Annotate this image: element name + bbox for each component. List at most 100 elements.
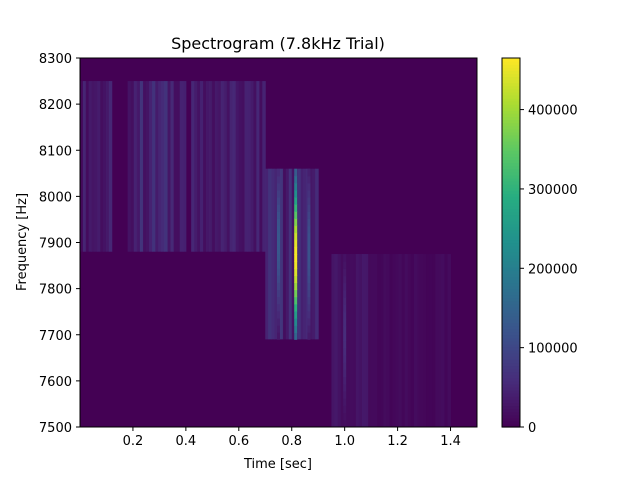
x-tick-label: 0.2 xyxy=(123,434,144,449)
colorbar-gradient-step xyxy=(502,85,520,90)
colorbar-gradient-step xyxy=(502,322,520,327)
heatmap-cell xyxy=(108,81,113,252)
colorbar-gradient-step xyxy=(502,137,520,142)
x-tick-label: 0.6 xyxy=(228,434,249,449)
peak-column-cell xyxy=(294,211,298,219)
peak-column-cell xyxy=(277,175,280,184)
colorbar-gradient-step xyxy=(502,267,520,271)
peak-column-cell xyxy=(307,332,311,340)
colorbar-gradient-step xyxy=(502,411,520,416)
heatmap-cell xyxy=(279,168,284,340)
colorbar-gradient-step xyxy=(502,227,520,231)
y-axis: 7500 7600 7700 7800 7900 8000 8100 8200 8300 xyxy=(39,52,80,436)
peak-column-cell xyxy=(307,182,311,191)
colorbar-gradient-step xyxy=(502,79,520,84)
colorbar-gradient-step xyxy=(502,162,520,167)
peak-column-cell xyxy=(294,296,298,305)
colorbar-gradient-step xyxy=(502,116,520,121)
colorbar-gradient-step xyxy=(502,128,520,133)
peak-column-cell xyxy=(277,268,280,276)
colorbar-gradient-step xyxy=(502,417,520,422)
colorbar-gradient-step xyxy=(502,368,520,373)
colorbar-tick-label: 300000 xyxy=(528,183,578,198)
colorbar-gradient-step xyxy=(502,371,520,376)
peak-column-cell xyxy=(294,268,298,276)
colorbar-gradient-step xyxy=(502,70,520,74)
peak-column-cell xyxy=(307,325,311,333)
heatmap-cell xyxy=(352,254,357,427)
colorbar-gradient-step xyxy=(502,214,520,219)
heatmap-cell xyxy=(103,81,107,252)
colorbar-gradient-step xyxy=(502,393,520,397)
colorbar-gradient-step xyxy=(502,199,520,204)
colorbar-gradient-step xyxy=(502,174,520,179)
colorbar-gradient-step xyxy=(502,251,520,256)
colorbar-gradient-step xyxy=(502,187,520,191)
heatmap-cell xyxy=(200,81,204,252)
peak-column-cell xyxy=(277,325,280,333)
colorbar-tick-label: 0 xyxy=(528,421,536,436)
heatmap-cell xyxy=(194,81,198,252)
heatmap-cell xyxy=(223,81,228,252)
peak-column-cell xyxy=(294,289,298,298)
peak-column-cell xyxy=(277,197,280,205)
colorbar-gradient-step xyxy=(502,113,520,118)
colorbar-gradient-step xyxy=(502,396,520,400)
colorbar-gradient-step xyxy=(502,414,520,419)
colorbar-gradient-step xyxy=(502,294,520,299)
colorbar-gradient-step xyxy=(502,122,520,127)
heatmap-cell xyxy=(383,254,387,427)
heatmap-cell xyxy=(170,81,175,252)
peak-column-cell xyxy=(307,289,311,298)
colorbar-gradient-step xyxy=(502,236,520,241)
heatmap-cell xyxy=(429,254,433,427)
colorbar-gradient-step xyxy=(502,297,520,302)
peak-column-cell xyxy=(307,318,311,326)
heatmap-cell xyxy=(303,168,307,340)
peak-column-cell xyxy=(343,369,347,378)
peak-column-cell xyxy=(294,246,298,255)
y-tick-label: 7500 xyxy=(39,421,72,436)
colorbar-gradient-step xyxy=(502,313,520,317)
peak-column-cell xyxy=(343,340,347,349)
peak-column-cell xyxy=(294,190,298,198)
peak-column-cell xyxy=(343,282,347,291)
heatmap-cell xyxy=(334,254,339,427)
heatmap-cell xyxy=(377,254,381,427)
peak-column-cell xyxy=(294,325,298,333)
heatmap-cell xyxy=(291,168,296,340)
heatmap-cell xyxy=(85,81,90,252)
heatmap-cell xyxy=(312,168,316,340)
heatmap-cell xyxy=(80,81,84,252)
colorbar-gradient-step xyxy=(502,307,520,311)
colorbar-gradient-step xyxy=(502,159,520,164)
heatmap-cell xyxy=(229,81,234,252)
heatmap-cell xyxy=(368,254,372,427)
peak-column-cell xyxy=(343,354,347,363)
peak-column-cell xyxy=(307,268,311,276)
x-axis-label: Time [sec] xyxy=(243,457,312,472)
colorbar-gradient-step xyxy=(502,423,520,428)
heatmap-cell xyxy=(94,81,98,252)
heatmap-cell xyxy=(152,81,156,252)
heatmap-cell xyxy=(259,81,263,252)
colorbar-gradient-step xyxy=(502,153,520,157)
peak-column-cell xyxy=(307,225,311,234)
colorbar-gradient-step xyxy=(502,288,520,293)
peak-column-cell xyxy=(277,182,280,191)
heatmap-cell xyxy=(217,81,222,252)
heatmap-cell xyxy=(331,254,335,427)
heatmap-cell xyxy=(130,81,135,252)
heatmap-cell xyxy=(149,81,153,252)
heatmap-cell xyxy=(268,168,272,340)
heatmap-cell xyxy=(262,81,266,252)
y-tick-label: 8300 xyxy=(39,52,72,67)
peak-column-cell xyxy=(307,211,311,219)
colorbar-gradient-step xyxy=(502,248,520,253)
peak-column-cell xyxy=(307,275,311,283)
colorbar-gradient-step xyxy=(502,264,520,268)
colorbar-gradient-step xyxy=(502,104,520,108)
colorbar-gradient-step xyxy=(502,171,520,176)
peak-column-cell xyxy=(294,204,298,212)
